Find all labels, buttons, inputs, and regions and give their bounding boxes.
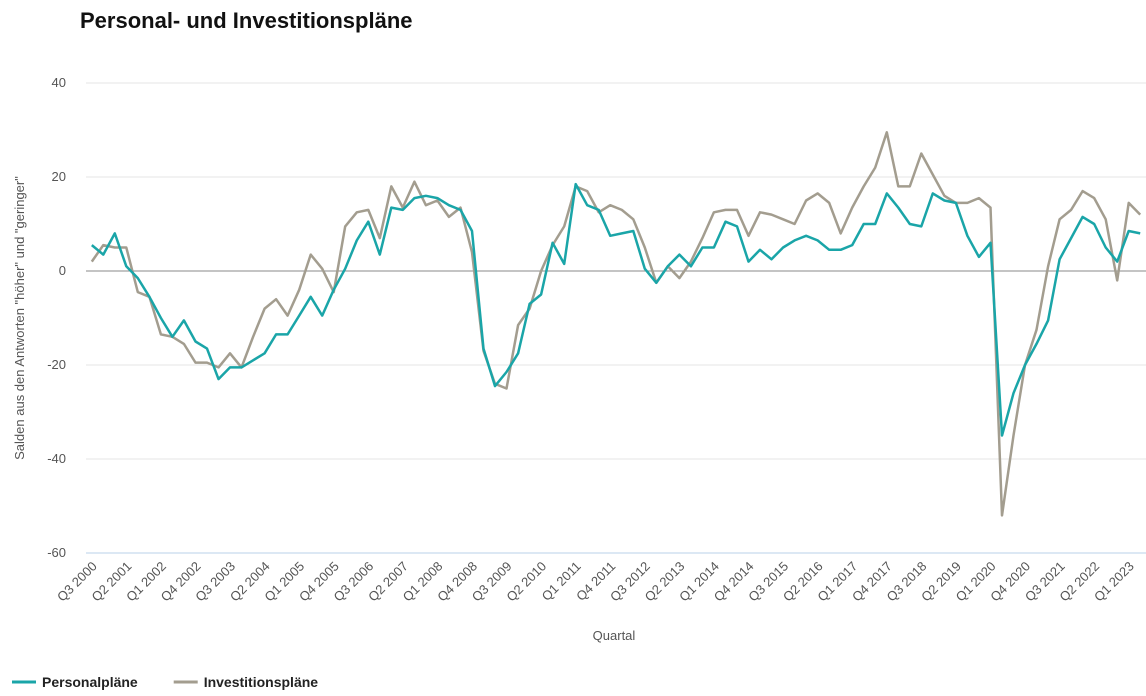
x-axis-title: Quartal (593, 628, 636, 643)
y-tick-label: -20 (47, 357, 66, 372)
y-axis-title: Salden aus den Antworten "höher" und "ge… (12, 176, 27, 460)
line-series (90, 131, 1142, 517)
y-tick-label: 20 (52, 169, 66, 184)
legend-label: Investitionspläne (204, 674, 319, 690)
legend-label: Personalpläne (42, 674, 138, 690)
y-tick-label: 0 (59, 263, 66, 278)
y-tick-label: -40 (47, 451, 66, 466)
line-series (91, 182, 1141, 437)
y-tick-label: 40 (52, 75, 66, 90)
y-tick-label: -60 (47, 545, 66, 560)
chart-title: Personal- und Investitionspläne (80, 8, 413, 33)
